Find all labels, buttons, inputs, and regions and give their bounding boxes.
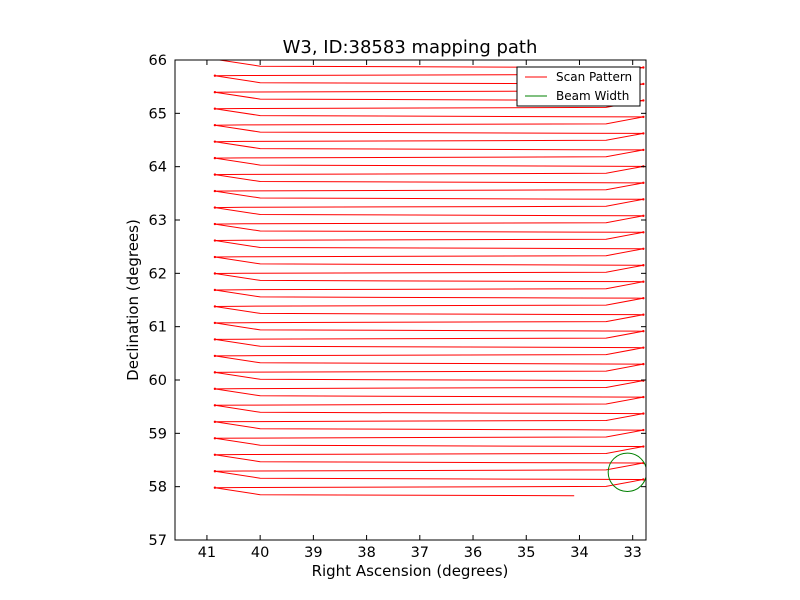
scan-turn-point [642, 214, 645, 218]
x-tick-label: 39 [304, 545, 322, 561]
scan-turn-point [213, 206, 217, 209]
y-tick-label: 62 [149, 266, 167, 282]
y-axis-ticks: 57 58 59 60 61 62 63 64 65 66 [149, 53, 646, 549]
scan-turn-point [213, 189, 217, 193]
y-tick-label: 60 [149, 373, 167, 389]
y-tick-label: 58 [149, 480, 167, 496]
scan-turn-point [213, 288, 217, 292]
x-tick-label: 37 [411, 545, 429, 561]
scan-turn-point [213, 123, 217, 127]
scan-turn-point [213, 371, 217, 374]
x-tick-label: 34 [570, 545, 588, 561]
scan-turn-point [213, 255, 217, 259]
scan-turn-point [642, 181, 645, 185]
y-tick-label: 57 [149, 533, 167, 549]
legend-box [516, 66, 641, 107]
scan-turn-point [213, 173, 217, 176]
y-tick-label: 64 [149, 160, 167, 176]
x-tick-label: 36 [464, 545, 482, 561]
scan-turn-point [642, 132, 645, 135]
beam-width-series [607, 452, 646, 492]
scan-turn-point [213, 239, 217, 242]
legend-scan-label: Scan Pattern [556, 70, 632, 84]
scan-turn-point [213, 404, 217, 407]
scan-turn-point [213, 107, 217, 110]
scan-turn-point [642, 247, 645, 250]
scan-turn-point [642, 115, 645, 119]
legend-beam-label: Beam Width [556, 89, 629, 103]
scan-turn-point [642, 99, 645, 102]
scan-turn-point [213, 305, 217, 308]
scan-turn-point [642, 297, 645, 300]
scan-turn-point [642, 478, 645, 481]
y-tick-label: 61 [149, 320, 167, 336]
scan-turn-point [213, 470, 217, 473]
scan-turn-point [213, 140, 217, 143]
scan-turn-point [213, 453, 217, 456]
x-axis-label: Right Ascension (degrees) [312, 562, 509, 580]
scan-turn-point [213, 354, 217, 358]
scan-turn-point [213, 486, 217, 489]
x-tick-label: 33 [623, 545, 641, 561]
scan-turn-point [642, 50, 644, 52]
scan-turn-point [642, 395, 645, 399]
scan-turn-point [213, 156, 217, 160]
scan-turn-point [213, 338, 217, 341]
scan-turn-point [642, 428, 645, 432]
scan-turn-point [642, 346, 645, 349]
scan-turn-point [642, 198, 645, 201]
scan-turn-point [642, 148, 645, 152]
scan-turn-point [642, 280, 645, 283]
scan-turn-point [642, 313, 645, 316]
scan-turn-point [642, 231, 645, 234]
scan-turn-point [213, 272, 217, 275]
legend: Scan Pattern Beam Width [516, 66, 641, 107]
chart-title: W3, ID:38583 mapping path [283, 37, 538, 58]
scan-turn-point [642, 82, 645, 86]
x-tick-label: 38 [357, 545, 375, 561]
scan-turn-point [213, 420, 217, 424]
x-tick-label: 35 [517, 545, 535, 561]
scan-turn-point [213, 387, 217, 391]
scan-turn-point [642, 264, 645, 267]
y-axis-label: Declination (degrees) [124, 219, 142, 381]
beam-width-circle [607, 452, 646, 492]
y-tick-label: 59 [149, 426, 167, 442]
y-tick-label: 63 [149, 213, 167, 229]
y-tick-label: 65 [149, 106, 167, 122]
scan-pattern-path [214, 60, 644, 497]
scan-turn-point [642, 66, 645, 69]
scan-pattern-series [213, 50, 645, 497]
scan-turn-point [642, 412, 645, 415]
x-tick-label: 40 [251, 545, 269, 561]
scan-turn-point [213, 74, 217, 77]
scan-turn-point [642, 329, 645, 333]
scan-turn-point [642, 445, 645, 448]
scan-turn-point [642, 362, 645, 366]
scan-turn-point [213, 321, 217, 325]
plot-area-frame [174, 59, 647, 541]
y-tick-label: 66 [149, 53, 167, 69]
scan-turn-point [213, 91, 217, 94]
x-axis-ticks: 41 40 39 38 37 36 35 34 33 [198, 60, 642, 561]
scan-turn-point [213, 222, 217, 226]
x-tick-label: 41 [198, 545, 216, 561]
scan-turn-point [213, 437, 217, 440]
